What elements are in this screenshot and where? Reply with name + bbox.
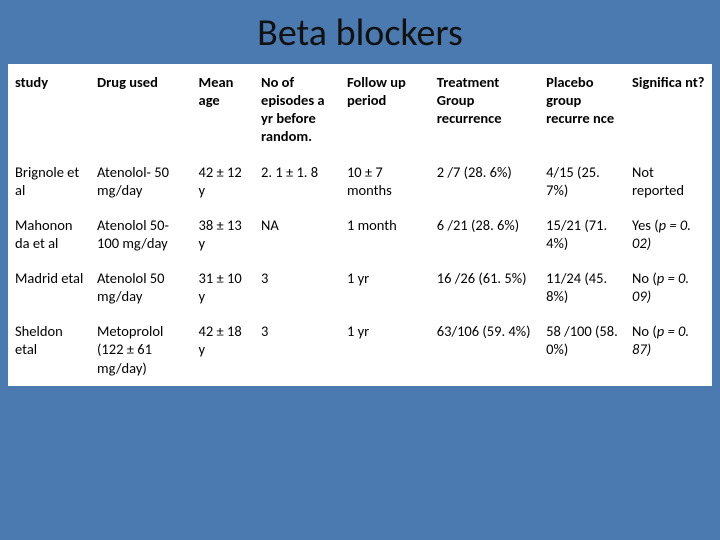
- cell-treatment: 63/106 (59. 4%): [430, 314, 539, 385]
- cell-episodes: 3: [255, 314, 341, 385]
- col-episodes: No of episodes a yr before random.: [255, 65, 341, 155]
- cell-sig: No (p = 0. 87): [626, 314, 712, 385]
- cell-followup: 1 month: [340, 207, 430, 260]
- table-body: Brignole et al Atenolol- 50 mg/day 42 ± …: [9, 154, 712, 385]
- cell-sig: Yes (p = 0. 02): [626, 207, 712, 260]
- table-row: Brignole et al Atenolol- 50 mg/day 42 ± …: [9, 154, 712, 207]
- cell-drug: Metoprolol (122 ± 61 mg/day): [91, 314, 193, 385]
- cell-followup: 1 yr: [340, 314, 430, 385]
- col-sig: Significa nt?: [626, 65, 712, 155]
- cell-followup: 10 ± 7 months: [340, 154, 430, 207]
- col-treatment: Treatment Group recurrence: [430, 65, 539, 155]
- cell-drug: Atenolol 50- 100 mg/day: [91, 207, 193, 260]
- col-placebo: Placebo group recurre nce: [540, 65, 626, 155]
- cell-age: 42 ± 18 y: [192, 314, 254, 385]
- col-drug: Drug used: [91, 65, 193, 155]
- cell-placebo: 4/15 (25. 7%): [540, 154, 626, 207]
- cell-age: 42 ± 12 y: [192, 154, 254, 207]
- sig-plain: No (: [632, 269, 657, 287]
- table-row: Sheldon etal Metoprolol (122 ± 61 mg/day…: [9, 314, 712, 385]
- col-study: study: [9, 65, 91, 155]
- cell-study: Brignole et al: [9, 154, 91, 207]
- cell-placebo: 15/21 (71. 4%): [540, 207, 626, 260]
- beta-blockers-table: study Drug used Mean age No of episodes …: [8, 64, 712, 386]
- cell-study: Sheldon etal: [9, 314, 91, 385]
- cell-sig: No (p = 0. 09): [626, 261, 712, 314]
- cell-study: Mahonon da et al: [9, 207, 91, 260]
- sig-plain: Yes (: [632, 216, 659, 234]
- table-row: Mahonon da et al Atenolol 50- 100 mg/day…: [9, 207, 712, 260]
- cell-treatment: 2 /7 (28. 6%): [430, 154, 539, 207]
- cell-drug: Atenolol- 50 mg/day: [91, 154, 193, 207]
- table-header-row: study Drug used Mean age No of episodes …: [9, 65, 712, 155]
- cell-drug: Atenolol 50 mg/day: [91, 261, 193, 314]
- slide-title: Beta blockers: [0, 0, 720, 64]
- cell-episodes: 2. 1 ± 1. 8: [255, 154, 341, 207]
- col-followup: Follow up period: [340, 65, 430, 155]
- cell-age: 38 ± 13 y: [192, 207, 254, 260]
- sig-plain: No (: [632, 322, 657, 340]
- table-row: Madrid etal Atenolol 50 mg/day 31 ± 10 y…: [9, 261, 712, 314]
- cell-sig: Not reported: [626, 154, 712, 207]
- col-age: Mean age: [192, 65, 254, 155]
- cell-episodes: NA: [255, 207, 341, 260]
- cell-study: Madrid etal: [9, 261, 91, 314]
- cell-age: 31 ± 10 y: [192, 261, 254, 314]
- sig-plain: Not reported: [632, 163, 684, 199]
- slide: Beta blockers study Drug used Mean age N…: [0, 0, 720, 540]
- table-container: study Drug used Mean age No of episodes …: [0, 64, 720, 386]
- cell-treatment: 6 /21 (28. 6%): [430, 207, 539, 260]
- cell-placebo: 11/24 (45. 8%): [540, 261, 626, 314]
- cell-treatment: 16 /26 (61. 5%): [430, 261, 539, 314]
- cell-placebo: 58 /100 (58. 0%): [540, 314, 626, 385]
- cell-episodes: 3: [255, 261, 341, 314]
- cell-followup: 1 yr: [340, 261, 430, 314]
